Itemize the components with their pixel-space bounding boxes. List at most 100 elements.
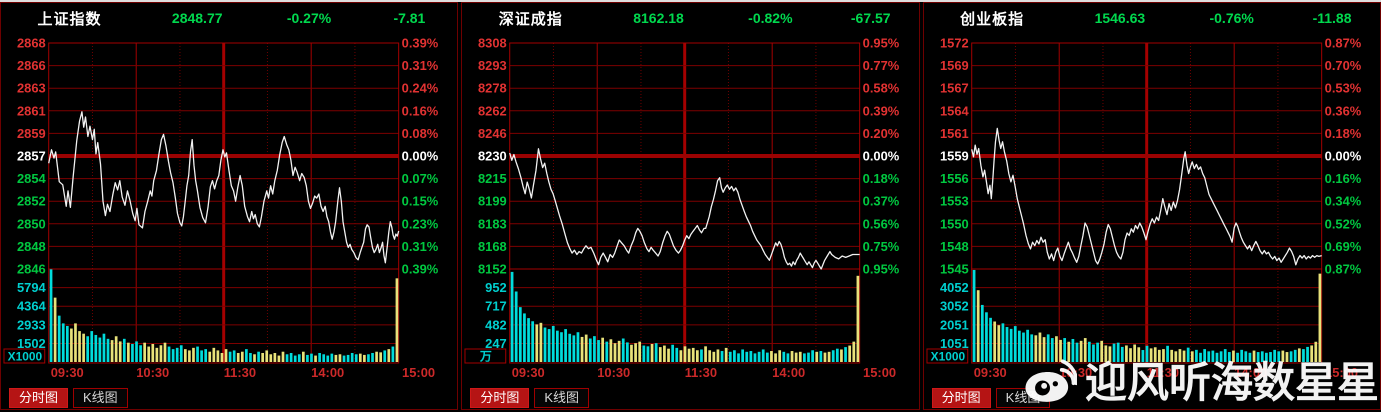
svg-text:2852: 2852 — [17, 194, 46, 209]
svg-text:0.31%: 0.31% — [402, 58, 439, 73]
svg-text:2857: 2857 — [17, 148, 46, 163]
svg-text:0.87%: 0.87% — [1324, 35, 1361, 50]
svg-text:1548: 1548 — [940, 239, 969, 254]
index-value: 8162.18 — [633, 10, 684, 26]
svg-text:15:00: 15:00 — [1325, 365, 1358, 380]
tab-candlestick-chart[interactable]: K线图 — [73, 388, 128, 408]
svg-text:1559: 1559 — [940, 148, 969, 163]
svg-text:8215: 8215 — [478, 171, 507, 186]
svg-text:2846: 2846 — [17, 261, 46, 276]
chart-tabs: 分时图 K线图 — [1, 387, 457, 409]
svg-text:0.95%: 0.95% — [863, 35, 900, 50]
svg-text:0.39%: 0.39% — [863, 103, 900, 118]
svg-text:0.53%: 0.53% — [1324, 81, 1361, 96]
svg-text:8278: 8278 — [478, 81, 507, 96]
svg-text:万: 万 — [479, 349, 492, 363]
svg-text:0.37%: 0.37% — [863, 194, 900, 209]
tab-time-chart[interactable]: 分时图 — [470, 388, 530, 408]
svg-text:14:00: 14:00 — [773, 365, 806, 380]
svg-text:0.95%: 0.95% — [863, 261, 900, 276]
svg-text:1564: 1564 — [940, 103, 970, 118]
svg-text:0.18%: 0.18% — [1324, 126, 1361, 141]
svg-text:09:30: 09:30 — [51, 365, 84, 380]
svg-text:717: 717 — [486, 299, 508, 314]
svg-text:2848: 2848 — [17, 239, 46, 254]
intraday-chart-shenzhen[interactable]: 8308 0.95% 8293 0.77% 8278 0.58% 8262 0.39% 8246… — [462, 33, 918, 387]
svg-text:0.34%: 0.34% — [1324, 194, 1361, 209]
svg-text:14:00: 14:00 — [1234, 365, 1267, 380]
tab-time-chart[interactable]: 分时图 — [9, 388, 69, 408]
svg-text:15:00: 15:00 — [863, 365, 896, 380]
watermark: 迎风听海数星星 — [1023, 349, 1379, 410]
panel-header: 上证指数 2848.77 -0.27% -7.81 — [1, 3, 457, 33]
svg-text:8168: 8168 — [478, 239, 507, 254]
svg-text:0.58%: 0.58% — [863, 81, 900, 96]
svg-text:0.52%: 0.52% — [1324, 216, 1361, 231]
svg-text:10:30: 10:30 — [136, 365, 169, 380]
svg-text:1567: 1567 — [940, 81, 969, 96]
svg-text:0.07%: 0.07% — [402, 171, 439, 186]
intraday-chart-shanghai[interactable]: 2868 0.39% 2866 0.31% 2863 0.24% 2861 0.16% 2859… — [1, 33, 457, 387]
svg-text:482: 482 — [486, 317, 508, 332]
svg-text:0.16%: 0.16% — [1324, 171, 1361, 186]
svg-text:8246: 8246 — [478, 126, 507, 141]
svg-text:8199: 8199 — [478, 194, 507, 209]
svg-text:8262: 8262 — [478, 103, 507, 118]
svg-text:2861: 2861 — [17, 103, 46, 118]
index-change-percent: -0.82% — [748, 10, 793, 26]
svg-text:0.00%: 0.00% — [402, 148, 439, 163]
tab-candlestick-chart[interactable]: K线图 — [534, 388, 590, 408]
svg-text:0.77%: 0.77% — [863, 58, 900, 73]
index-name: 深证成指 — [498, 10, 563, 28]
screenshot-top-edge — [0, 0, 1381, 2]
panel-header: 深证成指 8162.18 -0.82% -67.57 — [462, 3, 918, 33]
svg-text:1572: 1572 — [940, 35, 969, 50]
svg-text:0.70%: 0.70% — [1324, 58, 1361, 73]
svg-text:0.69%: 0.69% — [1324, 239, 1361, 254]
index-change-amount: -7.81 — [393, 10, 426, 26]
svg-text:0.75%: 0.75% — [863, 239, 900, 254]
index-value: 2848.77 — [171, 10, 223, 26]
svg-text:0.00%: 0.00% — [1324, 148, 1361, 163]
svg-text:09:30: 09:30 — [973, 365, 1006, 380]
svg-text:2863: 2863 — [17, 81, 46, 96]
svg-text:1550: 1550 — [940, 216, 969, 231]
index-change-percent: -0.76% — [1209, 10, 1254, 26]
svg-text:5794: 5794 — [17, 280, 47, 295]
svg-text:0.56%: 0.56% — [863, 216, 900, 231]
svg-text:8152: 8152 — [478, 261, 507, 276]
svg-text:0.31%: 0.31% — [402, 239, 439, 254]
svg-text:1561: 1561 — [940, 126, 969, 141]
svg-text:1556: 1556 — [940, 171, 969, 186]
svg-text:X1000: X1000 — [8, 349, 43, 363]
tab-time-chart[interactable]: 分时图 — [931, 388, 991, 408]
svg-text:0.15%: 0.15% — [402, 194, 439, 209]
chart-tabs: 分时图 K线图 — [462, 387, 918, 409]
svg-text:0.39%: 0.39% — [402, 261, 439, 276]
svg-text:2866: 2866 — [17, 58, 46, 73]
svg-text:1553: 1553 — [940, 194, 969, 209]
svg-text:0.16%: 0.16% — [402, 103, 439, 118]
index-name: 创业板指 — [960, 10, 1025, 28]
svg-text:0.36%: 0.36% — [1324, 103, 1361, 118]
svg-text:1502: 1502 — [17, 336, 46, 351]
svg-text:0.24%: 0.24% — [402, 81, 439, 96]
watermark-text: 迎风听海数星星 — [1084, 359, 1379, 406]
svg-text:0.08%: 0.08% — [402, 126, 439, 141]
weibo-icon — [1025, 358, 1077, 402]
svg-text:2933: 2933 — [17, 317, 46, 332]
svg-text:11:30: 11:30 — [685, 365, 717, 380]
svg-text:2868: 2868 — [17, 35, 46, 50]
index-name: 上证指数 — [37, 10, 102, 28]
svg-text:1051: 1051 — [940, 336, 969, 351]
svg-text:8183: 8183 — [478, 216, 507, 231]
intraday-chart-chinext[interactable]: 1572 0.87% 1569 0.70% 1567 0.53% 1564 0.36% 1561… — [924, 33, 1380, 387]
svg-text:2051: 2051 — [940, 317, 969, 332]
svg-text:4052: 4052 — [940, 280, 969, 295]
index-change-amount: -11.88 — [1312, 10, 1352, 26]
svg-text:0.18%: 0.18% — [863, 171, 900, 186]
svg-text:0.87%: 0.87% — [1324, 261, 1361, 276]
svg-text:4364: 4364 — [17, 299, 47, 314]
svg-text:0.23%: 0.23% — [402, 216, 439, 231]
